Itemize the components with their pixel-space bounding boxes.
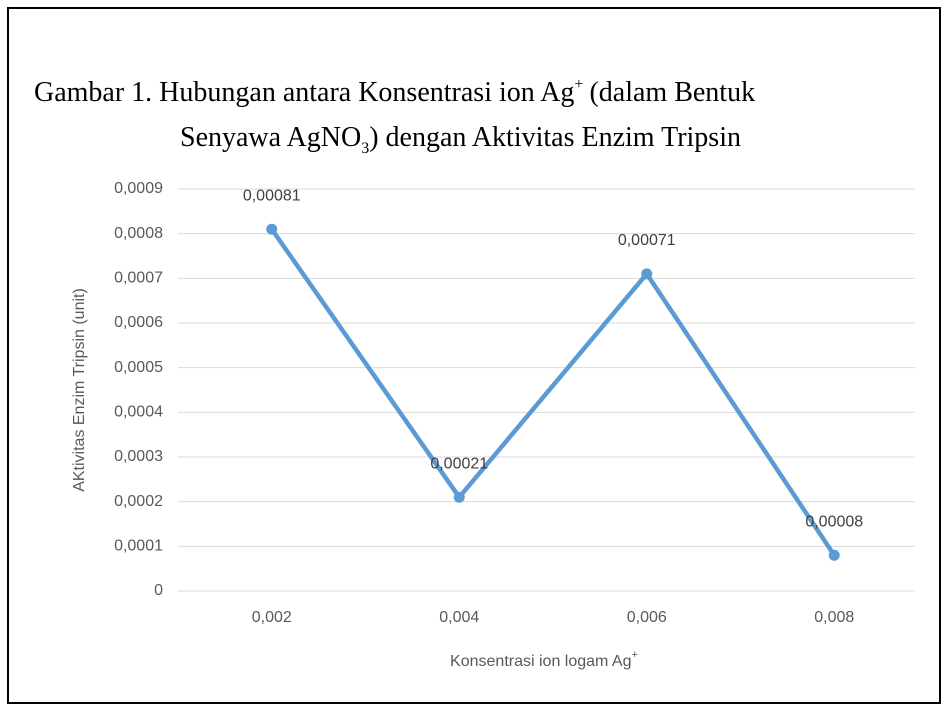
title-part: Gambar 1. Hubungan antara Konsentrasi io…: [34, 77, 574, 108]
y-tick-label: 0,0009: [114, 180, 163, 197]
title-part: ) dengan Aktivitas Enzim Tripsin: [369, 122, 741, 153]
data-label: 0,00008: [805, 513, 863, 530]
line: [269, 227, 837, 557]
data-label: 0,00071: [618, 232, 676, 249]
x-label-part: Konsentrasi ion logam Ag: [450, 653, 631, 670]
title-part: (dalam Bentuk: [589, 77, 755, 108]
frame: [7, 7, 941, 704]
y-tick-label: 0: [154, 582, 163, 599]
chart-title: Gambar 1. Hubungan antara Konsentrasi io…: [34, 76, 755, 109]
x-tick-label: 0,002: [252, 609, 292, 626]
marker: [828, 549, 840, 561]
x-tick-label: 0,006: [627, 609, 667, 626]
title-sup: +: [574, 76, 583, 93]
y-axis-label: AKtivitas Enzim Tripsin (unit): [71, 288, 88, 492]
y-tick-label: 0,0002: [114, 493, 163, 510]
y-tick-label: 0,0004: [114, 404, 163, 421]
data-label: 0,00081: [243, 187, 301, 204]
y-tick-label: 0,0001: [114, 538, 163, 555]
chart-title: Senyawa AgNO3) dengan Aktivitas Enzim Tr…: [180, 122, 741, 156]
marker: [266, 223, 278, 235]
data-label: 0,00021: [430, 455, 488, 472]
y-tick-label: 0,0005: [114, 359, 163, 376]
y-tick-label: 0,0008: [114, 225, 163, 242]
x-tick-label: 0,004: [439, 609, 479, 626]
y-tick-label: 0,0003: [114, 448, 163, 465]
title-part: Senyawa AgNO: [180, 122, 361, 153]
x-tick-label: 0,008: [814, 609, 854, 626]
marker: [453, 491, 465, 503]
y-tick-label: 0,0006: [114, 314, 163, 331]
marker: [641, 268, 653, 280]
title-sub: 3: [361, 140, 369, 157]
x-label-sup: +: [632, 649, 638, 661]
y-tick-label: 0,0007: [114, 270, 163, 287]
x-axis-label: Konsentrasi ion logam Ag+: [450, 649, 638, 670]
